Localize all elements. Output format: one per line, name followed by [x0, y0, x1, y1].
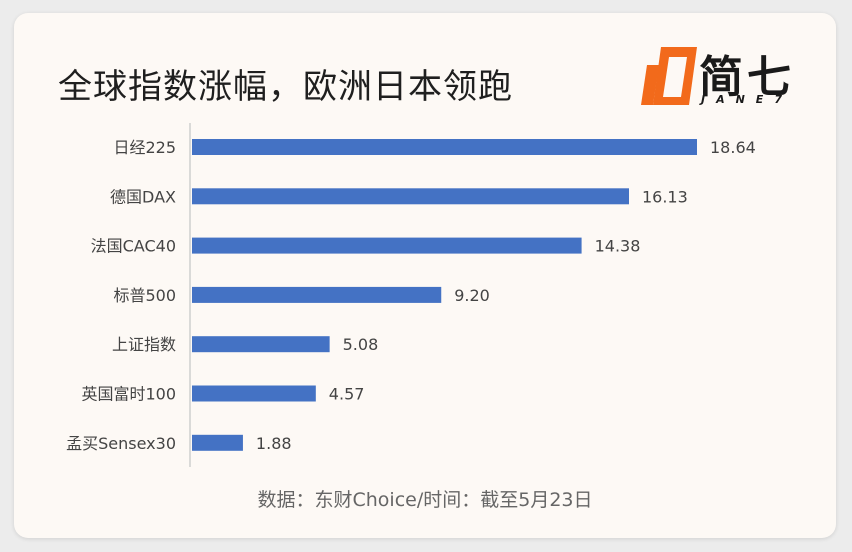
- category-label: 法国CAC40: [91, 237, 176, 256]
- bar: [192, 188, 629, 205]
- brand-logo: 简七 JANE7: [639, 35, 819, 115]
- value-label: 1.88: [256, 434, 292, 453]
- logo-mark-icon: [641, 47, 697, 105]
- value-label: 16.13: [642, 187, 688, 206]
- bar: [192, 336, 330, 353]
- category-label: 英国富时100: [81, 385, 176, 404]
- value-label: 14.38: [595, 237, 641, 256]
- bar: [192, 385, 316, 402]
- category-label: 标普500: [113, 286, 176, 305]
- value-label: 4.57: [329, 385, 365, 404]
- bar: [192, 286, 442, 303]
- value-label: 5.08: [343, 335, 379, 354]
- chart-card: 全球指数涨幅，欧洲日本领跑 简七 JANE7 日经225 18.64 德国DAX 16…: [14, 13, 836, 538]
- bar: [192, 139, 697, 155]
- bar-chart: 日经225 18.64 德国DAX 16.13 法国CAC40 14.38 标普500 9.2…: [66, 123, 756, 467]
- value-label: 18.64: [710, 138, 756, 157]
- category-label: 上证指数: [112, 335, 176, 354]
- bar: [192, 237, 582, 254]
- chart-title: 全球指数涨幅，欧洲日本领跑: [58, 67, 513, 107]
- category-label: 日经225: [113, 138, 176, 157]
- brand-sub: JANE7: [701, 93, 793, 106]
- category-label: 孟买Sensex30: [66, 434, 176, 453]
- brand-name: 简七: [699, 52, 795, 103]
- source-note: 数据：东财Choice/时间：截至5月23日: [257, 489, 593, 511]
- value-label: 9.20: [454, 286, 490, 305]
- bar: [192, 434, 243, 451]
- category-label: 德国DAX: [110, 187, 176, 206]
